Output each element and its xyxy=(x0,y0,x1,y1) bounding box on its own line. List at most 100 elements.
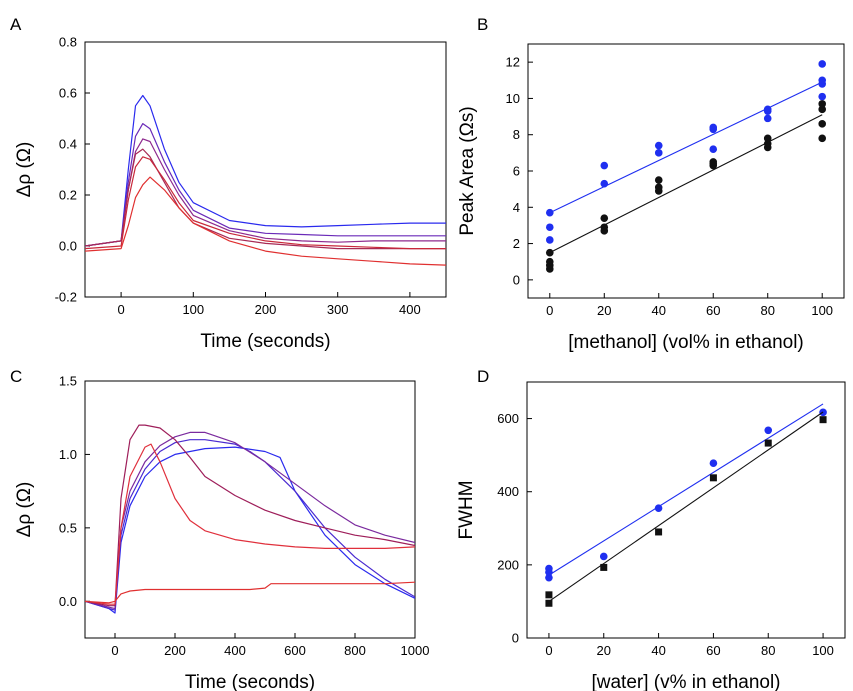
fit-line-1 xyxy=(548,403,824,576)
plot-frame xyxy=(84,41,447,298)
x-tick-label: 100 xyxy=(811,303,833,318)
y-tick-label: 1.0 xyxy=(59,447,77,462)
y-tick-label: 2 xyxy=(513,236,520,251)
x-tick-label: 600 xyxy=(284,643,306,658)
x-tick-label: 200 xyxy=(255,302,277,317)
y-tick-label: 0.0 xyxy=(59,239,77,254)
data-point xyxy=(545,599,553,607)
panel-letter-b: B xyxy=(477,15,488,34)
series-line-4 xyxy=(85,424,415,607)
data-point xyxy=(818,120,827,128)
data-point xyxy=(764,426,773,435)
data-point xyxy=(818,60,827,68)
y-tick-label: 12 xyxy=(506,55,520,70)
series-line-5 xyxy=(85,443,415,605)
data-point xyxy=(600,214,609,222)
data-point xyxy=(655,528,663,536)
data-point xyxy=(600,563,608,571)
y-tick-label: 8 xyxy=(513,127,520,142)
x-tick-label: 80 xyxy=(760,303,774,318)
x-tick-label: 200 xyxy=(164,643,186,658)
data-point xyxy=(654,504,663,512)
data-point xyxy=(545,223,554,232)
x-axis-label: Time (seconds) xyxy=(185,672,315,691)
data-point xyxy=(545,591,553,599)
y-tick-label: 0 xyxy=(512,631,519,646)
plot-data xyxy=(545,403,827,607)
x-tick-label: 800 xyxy=(344,643,366,658)
x-axis-label: [water] (v% in ethanol) xyxy=(591,672,780,691)
x-tick-label: 60 xyxy=(706,643,720,658)
plot-data xyxy=(85,424,415,614)
x-tick-label: 20 xyxy=(597,303,611,318)
x-tick-label: 400 xyxy=(224,643,246,658)
fit-line-2 xyxy=(549,114,823,254)
x-tick-label: 0 xyxy=(111,643,118,658)
data-point xyxy=(763,139,772,148)
data-point xyxy=(763,105,772,114)
x-tick-label: 1000 xyxy=(401,643,430,658)
series-line-5 xyxy=(85,156,446,250)
series-line-3 xyxy=(85,138,446,247)
panel-a-chart: 0 100 200 300 400 -0.2 0.0 0.2 0.4 0.6 0.8 Time (se… xyxy=(14,35,447,352)
x-tick-label: 40 xyxy=(652,303,666,318)
data-point xyxy=(545,236,554,244)
y-tick-label: 10 xyxy=(506,91,520,106)
x-tick-label: 100 xyxy=(812,643,834,658)
x-tick-label: 60 xyxy=(706,303,720,318)
panel-d-chart: 0 20 40 60 80 100 0 200 400 600 [water] (v% in eth… xyxy=(456,381,846,691)
data-point xyxy=(545,208,554,217)
y-tick-label: 1.5 xyxy=(59,374,77,389)
y-tick-label: 0.5 xyxy=(59,520,77,535)
x-tick-label: 0 xyxy=(546,303,553,318)
x-axis-label: [methanol] (vol% in ethanol) xyxy=(568,332,804,353)
y-tick-label: 600 xyxy=(497,411,519,426)
data-point xyxy=(709,158,718,166)
x-tick-label: 400 xyxy=(399,302,421,317)
panel-c-chart: 0 200 400 600 800 1000 0.0 0.5 1.0 1.5 Time (secon… xyxy=(14,374,429,691)
x-tick-label: 40 xyxy=(651,643,665,658)
data-point xyxy=(545,248,554,257)
y-tick-label: 6 xyxy=(513,164,520,179)
data-point xyxy=(654,176,663,184)
plot-frame xyxy=(84,380,416,639)
y-tick-label: 0.4 xyxy=(59,137,77,152)
data-point xyxy=(818,92,827,101)
y-axis-label: Δρ (Ω) xyxy=(14,142,35,198)
y-tick-label: 0.6 xyxy=(59,86,77,101)
panel-b-chart: 0 20 40 60 80 100 0 2 4 6 8 10 12 [methanol] (vol% in… xyxy=(457,43,845,353)
plot-frame xyxy=(526,381,846,639)
plot-data xyxy=(545,60,827,273)
data-point xyxy=(545,564,553,573)
y-axis-label: Peak Area (Ωs) xyxy=(457,106,478,235)
plot-data xyxy=(85,94,446,266)
panel-letter-d: D xyxy=(477,367,489,386)
data-point xyxy=(818,134,827,143)
data-point xyxy=(600,223,609,232)
plot-frame xyxy=(527,43,845,299)
data-point xyxy=(600,161,609,170)
x-axis-label: Time (seconds) xyxy=(200,331,330,352)
x-tick-label: 0 xyxy=(117,302,124,317)
data-point xyxy=(709,123,718,132)
y-axis-label: FWHM xyxy=(456,480,477,539)
y-tick-label: 0 xyxy=(513,272,520,287)
series-line-3 xyxy=(85,431,415,610)
data-point xyxy=(545,573,553,582)
data-point xyxy=(600,179,609,188)
data-point xyxy=(818,76,827,85)
x-tick-label: 80 xyxy=(761,643,775,658)
data-point xyxy=(818,105,827,114)
y-tick-label: 0.0 xyxy=(59,594,77,609)
x-tick-label: 0 xyxy=(545,643,552,658)
data-point xyxy=(599,552,608,561)
y-tick-label: 400 xyxy=(497,484,519,499)
y-tick-label: 0.2 xyxy=(59,188,77,203)
data-point xyxy=(654,141,663,150)
series-line-2 xyxy=(85,439,415,611)
data-point xyxy=(818,100,827,108)
series-line-6 xyxy=(85,581,415,604)
data-point xyxy=(709,145,718,154)
series-line-6 xyxy=(85,176,446,266)
